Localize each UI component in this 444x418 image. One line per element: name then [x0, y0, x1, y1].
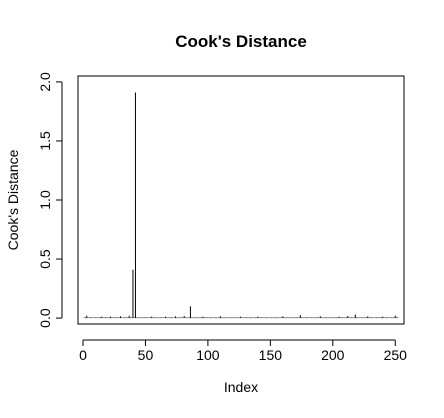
x-tick-label: 250: [384, 347, 408, 363]
x-tick-label: 0: [79, 347, 87, 363]
x-tick-label: 50: [138, 347, 154, 363]
y-tick-label: 2.0: [37, 72, 53, 92]
chart-title: Cook's Distance: [175, 32, 307, 51]
y-axis-label: Cook's Distance: [5, 149, 21, 250]
plot-frame: [77, 75, 405, 325]
x-tick-label: 100: [196, 347, 220, 363]
y-tick-label: 0.5: [37, 249, 53, 269]
bars-group: [83, 92, 399, 319]
y-tick-label: 1.5: [37, 131, 53, 151]
x-axis: 0 50 100 150 200 250: [79, 339, 408, 363]
y-axis: 0.0 0.5 1.0 1.5 2.0: [37, 72, 63, 328]
y-tick-label: 1.0: [37, 190, 53, 210]
x-tick-label: 200: [321, 347, 345, 363]
y-tick-label: 0.0: [37, 308, 53, 328]
x-tick-label: 150: [259, 347, 283, 363]
x-axis-label: Index: [224, 379, 258, 395]
